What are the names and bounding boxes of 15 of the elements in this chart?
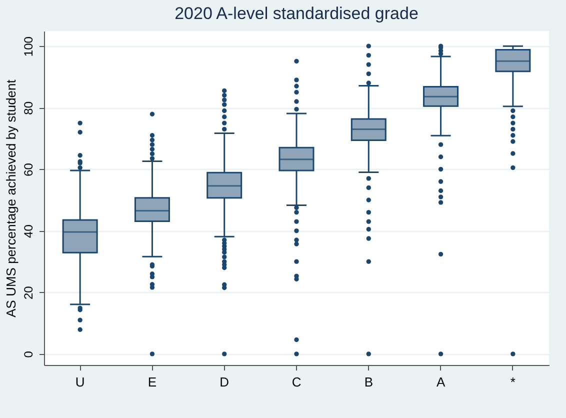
x-tick-label: C xyxy=(292,374,302,390)
y-tick-label: 60 xyxy=(22,162,36,176)
x-tick-label: U xyxy=(75,374,85,390)
y-tick-label: 100 xyxy=(22,36,36,57)
x-tick-label: * xyxy=(510,374,516,390)
chart-title: 2020 A-level standardised grade xyxy=(174,4,418,23)
y-tick-label: 20 xyxy=(22,286,36,300)
y-axis-title: AS UMS percentage achieved by student xyxy=(4,79,18,318)
y-tick-label: 0 xyxy=(22,350,36,358)
x-tick-label: A xyxy=(436,374,446,390)
y-tick-label: 80 xyxy=(22,101,36,115)
x-tick-label: D xyxy=(220,374,230,390)
x-tick-label: B xyxy=(364,374,373,390)
y-tick-label: 40 xyxy=(22,224,36,238)
x-tick-label: E xyxy=(148,374,157,390)
